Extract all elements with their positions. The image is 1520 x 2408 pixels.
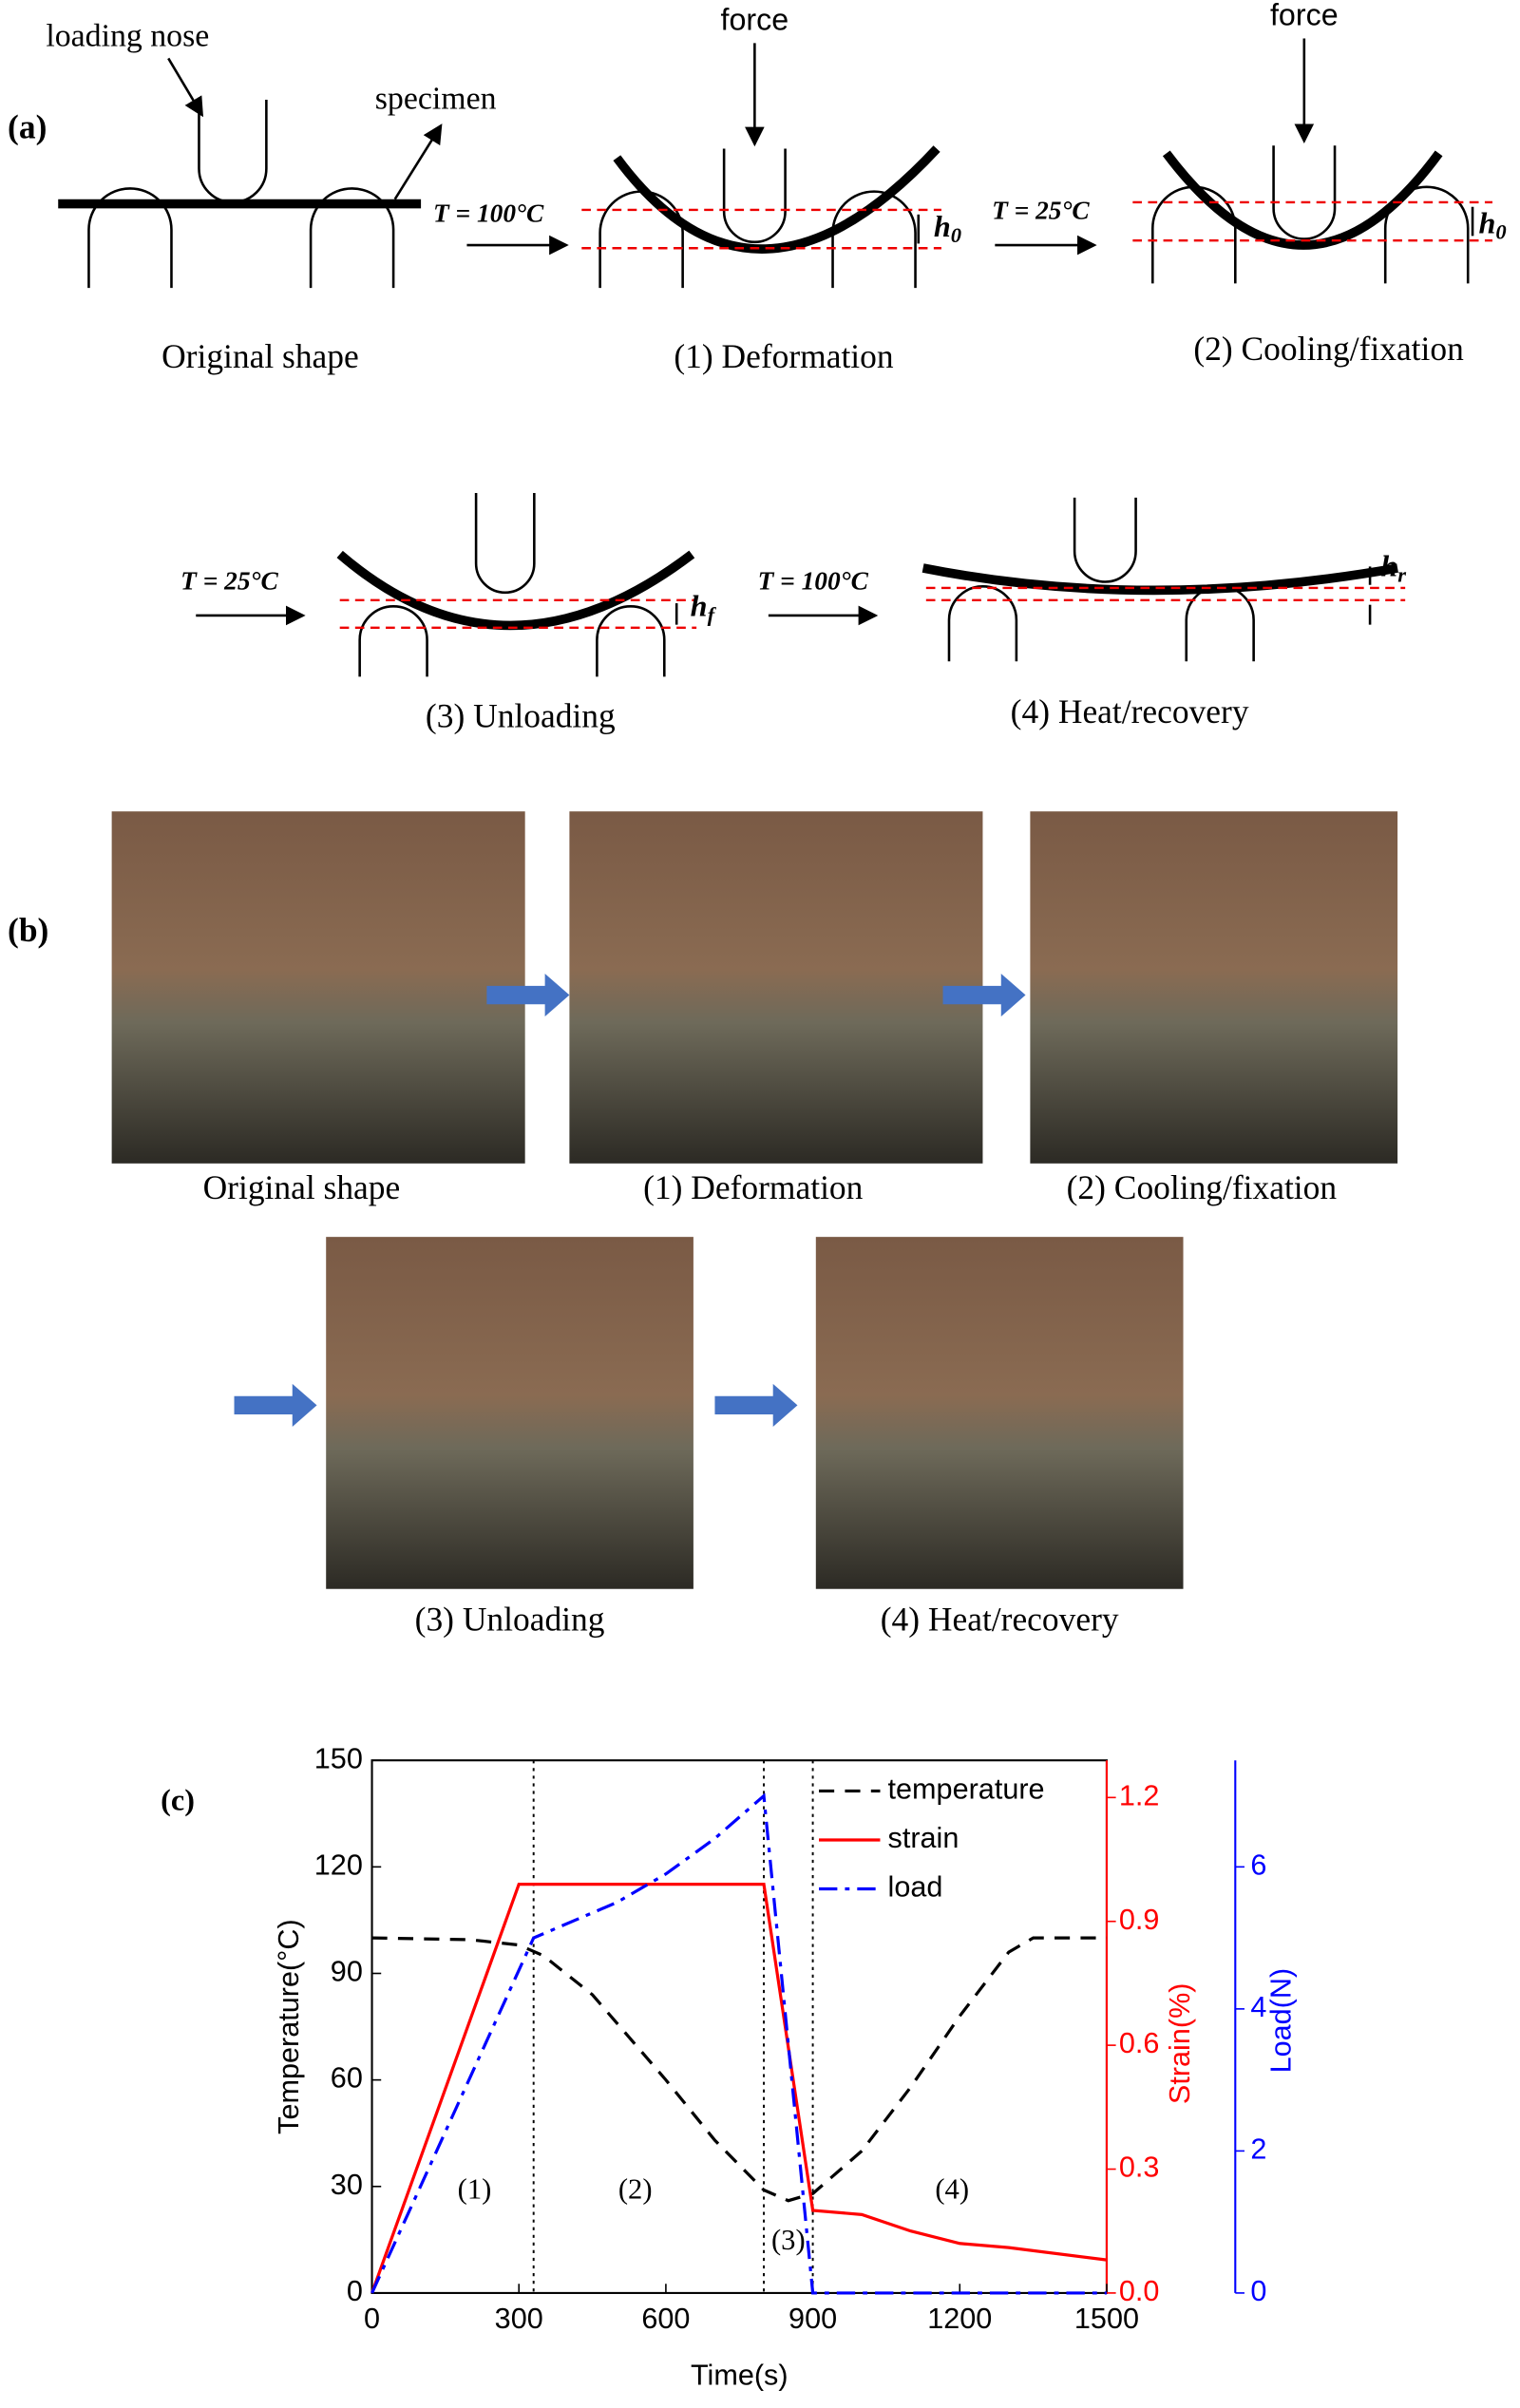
caption: (2) Cooling/fixation [1193, 330, 1464, 368]
x-tick-label: 0 [364, 2303, 380, 2335]
caption: (3) Unloading [415, 1600, 605, 1638]
plot-frame [370, 1759, 1109, 2294]
chart: 0 300 600 900 1200 150003060901201500.00.30.6… [273, 1742, 1297, 2391]
panel-label: (a) [8, 107, 47, 145]
height-label: h0 [1478, 206, 1506, 244]
annotation: force [1270, 0, 1339, 31]
schematic-unloading [196, 493, 697, 677]
x-tick-label: 900 [788, 2303, 837, 2335]
y2-tick-label: 0.6 [1119, 2027, 1160, 2059]
x-tick-label: 1200 [927, 2303, 992, 2335]
y3-tick-label: 2 [1250, 2133, 1266, 2165]
temperature-label: T = 25°C [180, 566, 278, 595]
caption: Original shape [203, 1168, 401, 1206]
schematic-original [58, 57, 443, 289]
caption: (1) Deformation [643, 1168, 864, 1206]
temperature-label: T = 25°C [992, 196, 1090, 224]
y2-tick-label: 0.9 [1119, 1904, 1160, 1936]
annotation: loading nose [46, 18, 209, 53]
y-tick-label: 120 [314, 1849, 363, 1881]
y3-axis-label: Load(N) [1264, 1968, 1297, 2074]
process-arrow [234, 974, 1026, 1427]
y2-tick-label: 0.3 [1119, 2152, 1160, 2184]
phase-label: (3) [771, 2224, 806, 2256]
y-tick-label: 150 [314, 1742, 363, 1774]
y2-tick-label: 1.2 [1119, 1779, 1160, 1811]
y-tick-label: 90 [331, 1956, 363, 1988]
phase-label: (1) [458, 2173, 492, 2206]
phase-label: (4) [935, 2173, 969, 2206]
caption: (3) Unloading [426, 697, 616, 735]
schematic-deformation [466, 43, 941, 289]
height-label: h0 [934, 209, 961, 247]
phase-label: (2) [618, 2173, 653, 2206]
y-axis-label: Temperature(°C) [273, 1919, 305, 2134]
legend-label: temperature [888, 1773, 1045, 1806]
y3-tick-label: 0 [1250, 2275, 1266, 2307]
y3-tick-label: 4 [1250, 1991, 1266, 2023]
panel-label: (b) [8, 911, 48, 949]
annotation: force [721, 2, 789, 36]
schematic-recovery [768, 497, 1406, 662]
y3-tick-label: 6 [1250, 1849, 1266, 1881]
series-line [371, 1936, 1107, 2203]
caption: Original shape [162, 337, 359, 375]
x-tick-label: 1500 [1074, 2303, 1139, 2335]
y-tick-label: 0 [347, 2275, 363, 2307]
panel-label: (c) [161, 1783, 195, 1817]
schematic-cooling [995, 38, 1492, 284]
caption: (4) Heat/recovery [1011, 692, 1249, 730]
photo [111, 811, 1398, 1589]
caption: (2) Cooling/fixation [1067, 1168, 1338, 1206]
temperature-label: T = 100°C [758, 566, 869, 595]
legend-label: strain [888, 1822, 960, 1854]
x-tick-label: 300 [495, 2303, 543, 2335]
legend-label: load [888, 1871, 943, 1904]
height-label: hf [691, 589, 717, 627]
x-tick-label: 600 [641, 2303, 690, 2335]
annotation: specimen [375, 81, 497, 116]
y2-tick-label: 0.0 [1119, 2275, 1160, 2307]
series-line [370, 1882, 1108, 2294]
y-tick-label: 60 [331, 2062, 363, 2095]
caption: (4) Heat/recovery [881, 1600, 1119, 1638]
y2-axis-label: Strain(%) [1164, 1982, 1196, 2104]
height-label: hr [1380, 549, 1406, 587]
y-tick-label: 30 [331, 2169, 363, 2201]
series-line [370, 1792, 1107, 2295]
caption: (1) Deformation [674, 337, 894, 375]
temperature-label: T = 100°C [433, 199, 544, 228]
x-axis-label: Time(s) [691, 2360, 788, 2392]
